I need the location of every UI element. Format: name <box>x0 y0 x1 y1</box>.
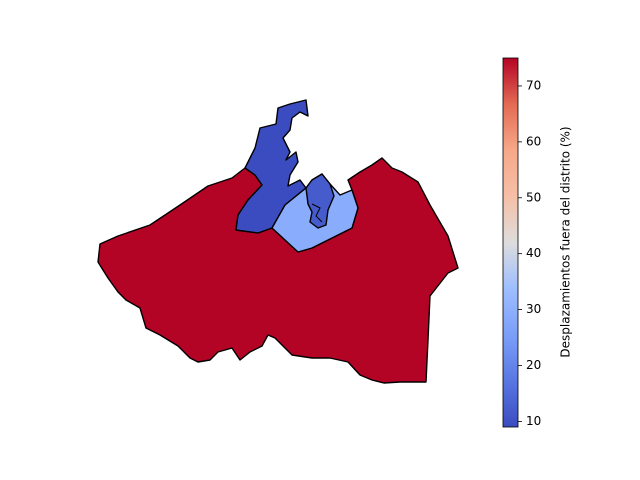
colorbar-label: Desplazamientos fuera del distrito (%) <box>559 126 573 357</box>
map <box>97 99 459 384</box>
colorbar-tick-label: 30 <box>526 302 541 316</box>
colorbar-tick-label: 20 <box>526 358 541 372</box>
colorbar-tick-label: 70 <box>526 78 541 92</box>
region-center-small-district <box>305 173 335 229</box>
colorbar: 10 20 30 40 50 60 70 Desplazamientos fuera del… <box>502 57 573 428</box>
colorbar-ticks: 10 20 30 40 50 60 70 <box>518 78 541 428</box>
colorbar-tick-label: 50 <box>526 190 541 204</box>
colorbar-tick-label: 10 <box>526 414 541 428</box>
colorbar-tick-label: 60 <box>526 134 541 148</box>
subdistrict-boundary <box>311 203 323 223</box>
region-port-north-district <box>235 99 309 234</box>
colorbar-tick-label: 40 <box>526 246 541 260</box>
colorbar-gradient <box>502 57 519 428</box>
